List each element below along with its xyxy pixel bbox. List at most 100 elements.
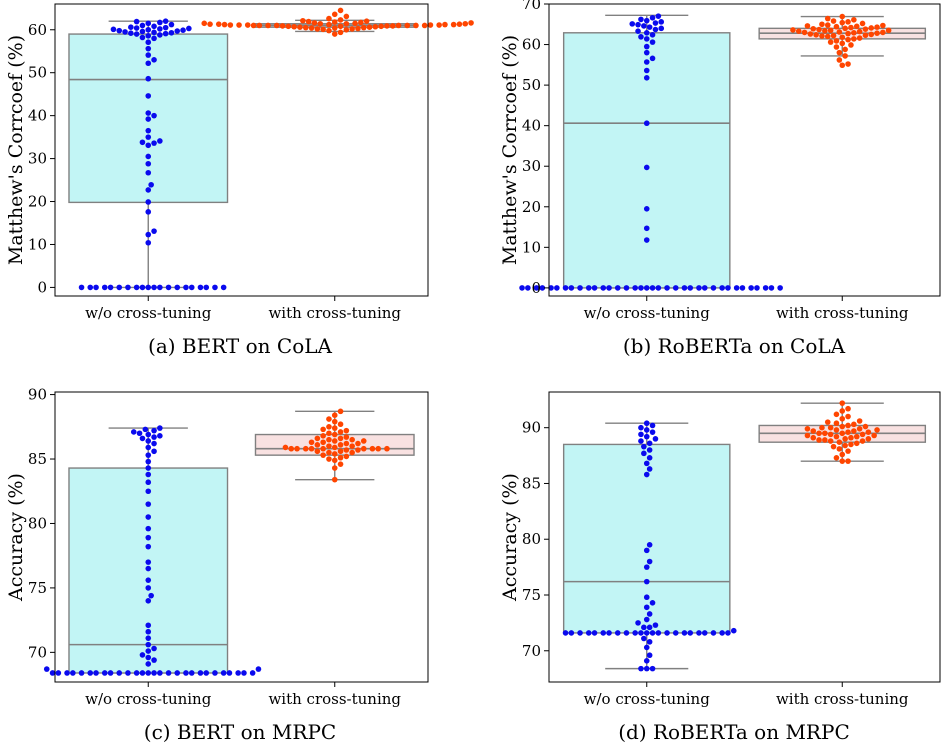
data-point: [162, 18, 169, 24]
data-point: [343, 13, 350, 20]
data-point: [658, 25, 665, 32]
data-point: [300, 17, 306, 24]
data-point: [421, 22, 428, 29]
data-point: [151, 434, 157, 440]
data-point: [646, 440, 653, 447]
data-point: [70, 670, 76, 676]
data-point: [145, 199, 152, 205]
data-point: [291, 23, 297, 30]
data-point: [871, 432, 877, 439]
data-point: [116, 284, 123, 291]
data-point: [151, 228, 157, 234]
data-point: [853, 440, 860, 447]
data-point: [833, 427, 840, 433]
data-point: [519, 285, 525, 291]
data-point: [326, 27, 332, 34]
data-point: [337, 421, 344, 428]
data-point: [162, 30, 169, 37]
data-point: [145, 514, 152, 520]
y-tick-label: 60: [28, 21, 47, 39]
data-point: [49, 670, 56, 676]
data-point: [638, 438, 644, 444]
data-point: [145, 471, 152, 478]
data-point: [145, 39, 152, 46]
data-point: [215, 21, 222, 27]
data-point: [436, 22, 442, 28]
y-tick-label: 75: [28, 579, 47, 597]
chart-panel-3: 70 75 80 85 90 w/o cross-tuning with cross-tun…: [499, 391, 941, 744]
data-point: [151, 440, 157, 447]
data-point: [157, 19, 163, 26]
y-tick-label: 10: [28, 235, 47, 253]
data-point: [816, 437, 822, 443]
data-point: [824, 15, 831, 22]
data-point: [591, 630, 598, 636]
y-tick-label: 50: [522, 76, 541, 94]
y-tick-label: 20: [522, 198, 541, 216]
data-point: [839, 451, 846, 458]
data-point: [836, 439, 843, 445]
data-point: [151, 670, 157, 676]
data-point: [649, 665, 656, 672]
data-point: [145, 598, 152, 604]
data-point: [302, 445, 309, 452]
y-tick-label: 30: [28, 150, 47, 168]
data-point: [827, 431, 834, 438]
data-point: [833, 420, 840, 427]
data-point: [157, 425, 163, 431]
data-point: [664, 285, 670, 291]
data-point: [833, 455, 840, 461]
data-point: [320, 426, 326, 433]
data-point: [343, 20, 350, 27]
data-point: [643, 630, 650, 636]
data-point: [643, 658, 650, 664]
data-point: [145, 648, 152, 654]
data-point: [641, 450, 647, 457]
data-point: [649, 600, 656, 606]
data-point: [649, 39, 656, 45]
y-tick-label: 75: [522, 586, 541, 604]
data-point: [638, 630, 644, 636]
data-point: [157, 138, 163, 144]
data-point: [148, 181, 154, 188]
data-point: [710, 285, 717, 291]
data-point: [525, 285, 531, 291]
data-point: [197, 670, 204, 676]
data-point: [839, 430, 846, 437]
data-point: [122, 29, 128, 35]
y-tick-label: 70: [522, 0, 541, 13]
data-point: [249, 670, 256, 676]
data-point: [859, 438, 866, 444]
data-point: [874, 30, 880, 36]
data-point: [646, 447, 653, 453]
data-point: [314, 26, 321, 32]
data-point: [343, 453, 350, 460]
data-point: [337, 17, 344, 23]
data-point: [548, 285, 554, 291]
data-point: [725, 630, 731, 636]
data-point: [174, 284, 181, 291]
data-point: [853, 433, 860, 440]
data-point: [207, 21, 213, 27]
data-point: [162, 24, 169, 31]
data-point: [337, 408, 344, 415]
data-point: [874, 24, 880, 30]
data-point: [326, 436, 332, 443]
data-point: [145, 452, 152, 458]
plot-frame: [548, 3, 941, 297]
data-point: [851, 29, 857, 36]
data-point: [638, 285, 644, 291]
data-point: [641, 443, 647, 450]
data-point: [305, 18, 312, 25]
data-point: [591, 285, 598, 291]
data-point: [638, 34, 644, 40]
data-point: [824, 22, 831, 28]
data-point: [273, 22, 280, 29]
data-point: [197, 284, 204, 291]
data-point: [827, 27, 834, 34]
x-tick-label: w/o cross-tuning: [584, 690, 711, 708]
data-point: [145, 465, 152, 471]
data-point: [360, 438, 367, 444]
data-point: [183, 670, 189, 676]
